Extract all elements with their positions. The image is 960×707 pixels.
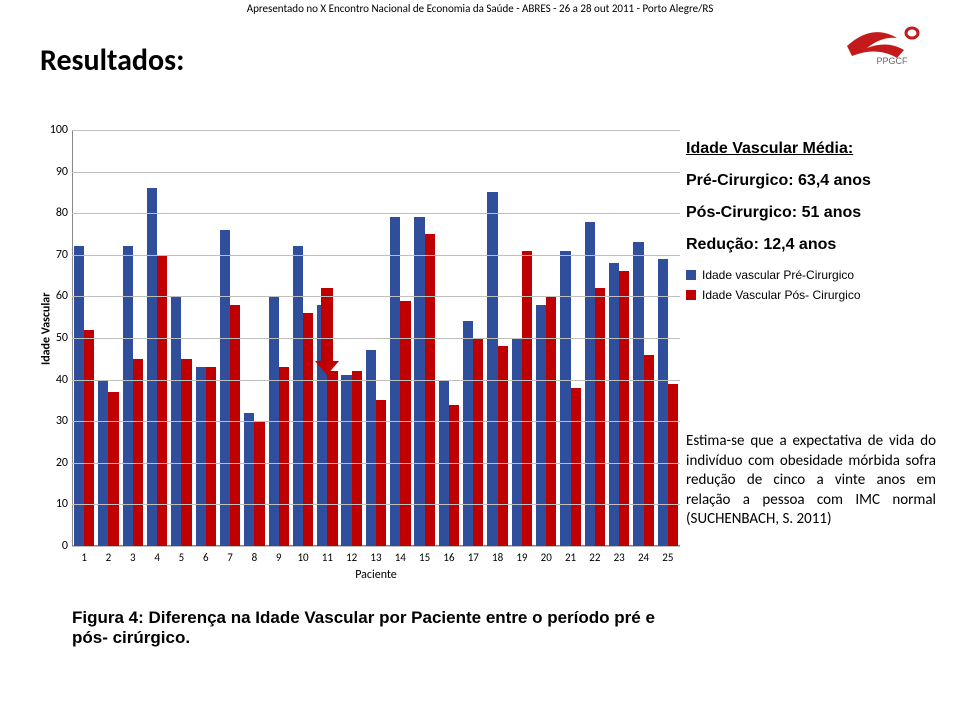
y-tick: 30 bbox=[42, 414, 68, 428]
bar bbox=[181, 359, 191, 546]
svg-text:PPGCF: PPGCF bbox=[876, 56, 908, 66]
bar bbox=[487, 192, 497, 546]
logo: PPGCF bbox=[842, 18, 942, 66]
bar bbox=[633, 242, 643, 546]
bar bbox=[230, 305, 240, 546]
bar bbox=[585, 222, 595, 546]
bar bbox=[463, 321, 473, 546]
bar bbox=[522, 251, 532, 546]
legend-item: Idade Vascular Pós- Cirurgico bbox=[686, 288, 936, 302]
x-tick: 15 bbox=[419, 551, 430, 564]
bar bbox=[254, 421, 264, 546]
bar bbox=[157, 255, 167, 546]
bar bbox=[133, 359, 143, 546]
side-line-2: Pós-Cirurgico: 51 anos bbox=[686, 204, 936, 222]
bar bbox=[595, 288, 605, 546]
bar bbox=[196, 367, 206, 546]
x-tick: 6 bbox=[203, 551, 209, 564]
y-tick: 50 bbox=[42, 331, 68, 345]
bar bbox=[390, 217, 400, 546]
bar bbox=[108, 392, 118, 546]
bar bbox=[220, 230, 230, 546]
plot-area: 1234567891011121314151617181920212223242… bbox=[72, 130, 680, 546]
x-tick: 9 bbox=[276, 551, 282, 564]
y-tick: 40 bbox=[42, 373, 68, 387]
x-tick: 20 bbox=[541, 551, 552, 564]
explanatory-text: Estima-se que a expectativa de vida do i… bbox=[686, 432, 936, 530]
bar bbox=[473, 338, 483, 546]
page-title: Resultados: bbox=[40, 42, 184, 79]
x-tick: 14 bbox=[395, 551, 406, 564]
x-tick: 16 bbox=[443, 551, 454, 564]
bar bbox=[303, 313, 313, 546]
x-tick: 10 bbox=[297, 551, 308, 564]
x-tick: 4 bbox=[154, 551, 160, 564]
bar bbox=[536, 305, 546, 546]
x-tick: 3 bbox=[130, 551, 136, 564]
x-tick: 23 bbox=[614, 551, 625, 564]
y-tick: 90 bbox=[42, 165, 68, 179]
x-tick: 21 bbox=[565, 551, 576, 564]
y-tick: 10 bbox=[42, 497, 68, 511]
figure-caption: Figura 4: Diferença na Idade Vascular po… bbox=[72, 608, 680, 648]
bar bbox=[658, 259, 668, 546]
legend-label: Idade Vascular Pós- Cirurgico bbox=[702, 288, 861, 302]
side-title: Idade Vascular Média: bbox=[686, 140, 936, 158]
bar bbox=[279, 367, 289, 546]
legend-label: Idade vascular Pré-Cirurgico bbox=[702, 268, 854, 282]
side-line-1: Pré-Cirurgico: 63,4 anos bbox=[686, 172, 936, 190]
x-tick: 24 bbox=[638, 551, 649, 564]
y-tick: 20 bbox=[42, 456, 68, 470]
legend-swatch bbox=[686, 290, 696, 300]
legend-item: Idade vascular Pré-Cirurgico bbox=[686, 268, 936, 282]
y-tick: 80 bbox=[42, 206, 68, 220]
bar bbox=[498, 346, 508, 546]
x-axis-label: Paciente bbox=[72, 568, 680, 582]
bar bbox=[244, 413, 254, 546]
x-tick: 12 bbox=[346, 551, 357, 564]
x-tick: 2 bbox=[106, 551, 112, 564]
bar bbox=[123, 246, 133, 546]
bar bbox=[74, 246, 84, 546]
y-tick: 100 bbox=[42, 123, 68, 137]
bar bbox=[293, 246, 303, 546]
bar bbox=[560, 251, 570, 546]
x-tick: 11 bbox=[322, 551, 333, 564]
arrow-head bbox=[315, 361, 339, 375]
x-tick: 18 bbox=[492, 551, 503, 564]
header-note: Apresentado no X Encontro Nacional de Ec… bbox=[0, 2, 960, 15]
y-tick: 0 bbox=[42, 539, 68, 553]
bar bbox=[449, 405, 459, 546]
x-tick: 5 bbox=[179, 551, 185, 564]
x-tick: 19 bbox=[516, 551, 527, 564]
bar bbox=[668, 384, 678, 546]
x-tick: 8 bbox=[252, 551, 258, 564]
arrow-stem bbox=[321, 288, 333, 361]
bar bbox=[341, 375, 351, 546]
chart: Idade Vascular 1234567891011121314151617… bbox=[40, 130, 680, 586]
bar bbox=[644, 355, 654, 546]
bar bbox=[352, 371, 362, 546]
bar bbox=[425, 234, 435, 546]
bar bbox=[84, 330, 94, 546]
x-tick: 1 bbox=[81, 551, 87, 564]
x-tick: 7 bbox=[227, 551, 233, 564]
bar bbox=[414, 217, 424, 546]
side-line-3: Redução: 12,4 anos bbox=[686, 236, 936, 254]
x-tick: 25 bbox=[662, 551, 673, 564]
bar bbox=[571, 388, 581, 546]
legend-swatch bbox=[686, 270, 696, 280]
y-tick: 60 bbox=[42, 289, 68, 303]
x-tick: 22 bbox=[589, 551, 600, 564]
y-tick: 70 bbox=[42, 248, 68, 262]
legend: Idade vascular Pré-Cirurgico Idade Vascul… bbox=[686, 268, 936, 302]
bar bbox=[512, 338, 522, 546]
x-tick: 17 bbox=[468, 551, 479, 564]
bar bbox=[376, 400, 386, 546]
x-tick: 13 bbox=[370, 551, 381, 564]
bar bbox=[147, 188, 157, 546]
bar bbox=[206, 367, 216, 546]
side-panel: Idade Vascular Média: Pré-Cirurgico: 63,… bbox=[686, 140, 936, 308]
bar bbox=[327, 371, 337, 546]
